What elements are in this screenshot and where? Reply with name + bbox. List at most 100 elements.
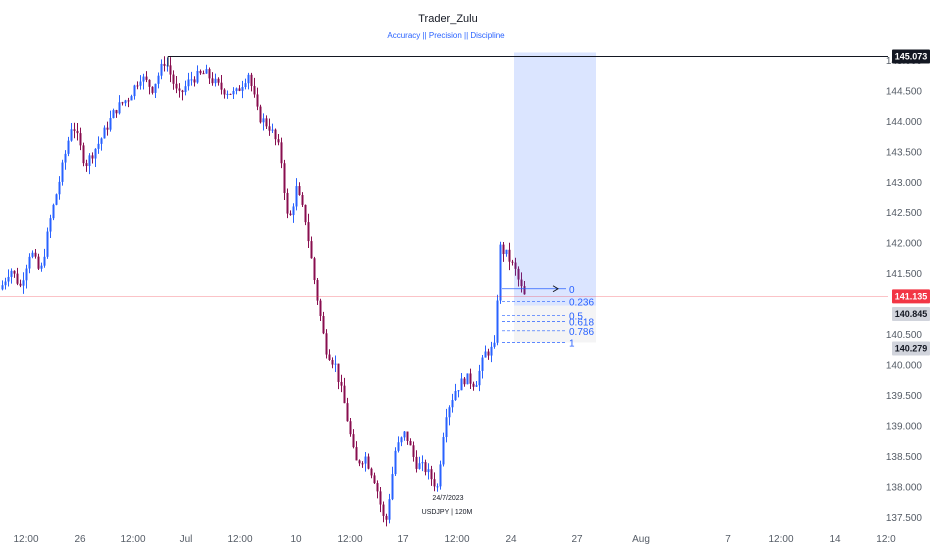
candle-body xyxy=(394,450,397,475)
price-axis[interactable]: 145.000144.500144.000143.500143.000142.5… xyxy=(886,49,930,524)
candle-body xyxy=(118,102,121,114)
candle-body xyxy=(196,70,199,83)
candle-body xyxy=(505,249,508,255)
candle-body xyxy=(385,515,388,520)
y-tick-label: 142.000 xyxy=(886,239,923,250)
candle-body xyxy=(25,268,28,281)
candle-body xyxy=(298,186,301,196)
candle-body xyxy=(331,359,334,365)
candle-body xyxy=(490,346,493,356)
candle-body xyxy=(520,279,523,287)
price-tag[interactable] xyxy=(892,307,930,322)
candle-body xyxy=(250,74,253,86)
candle-body xyxy=(313,258,316,281)
candle-body xyxy=(466,373,469,385)
candle-body xyxy=(304,204,307,223)
candle-body xyxy=(352,434,355,448)
candle-body xyxy=(430,469,433,480)
candle-body xyxy=(421,462,424,464)
fib-level-label: 0.236 xyxy=(569,298,594,309)
candle-body xyxy=(442,437,445,465)
candle-body xyxy=(58,181,61,195)
candle-body xyxy=(229,93,232,95)
x-tick-label: 27 xyxy=(571,534,583,545)
candle-body xyxy=(142,76,145,82)
x-tick-label: Jul xyxy=(180,534,193,545)
candle-body xyxy=(295,186,298,207)
candle-body xyxy=(388,499,391,520)
candle-body xyxy=(94,148,97,159)
candle-body xyxy=(172,74,175,84)
candle-body xyxy=(514,262,517,269)
candle-body xyxy=(181,90,184,93)
y-tick-label: 137.500 xyxy=(886,513,923,524)
candle-body xyxy=(79,133,82,146)
candle-body xyxy=(475,385,478,387)
candle-body xyxy=(232,90,235,95)
candle-body xyxy=(49,218,52,232)
candle-body xyxy=(70,129,73,141)
candle-body xyxy=(379,491,382,505)
candle-body xyxy=(382,504,385,516)
candle-body xyxy=(199,70,202,74)
candle-body xyxy=(502,244,505,255)
candle-body xyxy=(277,139,280,143)
x-tick-label: Aug xyxy=(632,534,650,545)
candle-body xyxy=(340,381,343,386)
candle-body xyxy=(391,474,394,500)
candle-body xyxy=(289,213,292,216)
x-tick-label: 12:00 xyxy=(13,534,38,545)
y-tick-label: 139.000 xyxy=(886,421,923,432)
candle-body xyxy=(418,463,421,469)
candle-body xyxy=(34,252,37,257)
candle-body xyxy=(448,407,451,418)
stop-zone-box xyxy=(514,305,596,343)
candle-body xyxy=(400,437,403,443)
candle-body xyxy=(91,155,94,159)
candle-body xyxy=(262,118,265,123)
price-tag[interactable] xyxy=(892,289,930,304)
candle-body xyxy=(28,256,31,269)
candle-body xyxy=(244,83,247,88)
candle-body xyxy=(484,351,487,358)
x-tick-label: 10 xyxy=(290,534,302,545)
price-tag[interactable] xyxy=(892,49,930,64)
candle-body xyxy=(427,469,430,473)
candle-body xyxy=(325,333,328,355)
candle-body xyxy=(460,378,463,391)
candle-body xyxy=(247,74,250,84)
candle-body xyxy=(343,385,346,404)
target-zone-box xyxy=(514,52,596,306)
candle-body xyxy=(292,206,295,216)
x-tick-label: 12:00 xyxy=(120,534,145,545)
chart-subtitle: Accuracy || Precision || Discipline xyxy=(387,31,505,40)
candle-body xyxy=(463,378,466,385)
y-tick-label: 139.500 xyxy=(886,391,923,402)
candle-body xyxy=(283,163,286,193)
candle-body xyxy=(256,94,259,107)
price-tag[interactable] xyxy=(892,341,930,356)
y-tick-label: 140.000 xyxy=(886,361,923,372)
candle-body xyxy=(319,300,322,317)
candle-body xyxy=(517,268,520,280)
candle-body xyxy=(97,143,100,149)
candle-body xyxy=(235,88,238,91)
candle-body xyxy=(457,390,460,392)
time-axis[interactable]: 12:00 26 12:00 Jul 12:00 10 12:00 17 12:00 24 27 Au… xyxy=(13,534,896,545)
candle-body xyxy=(169,65,172,75)
candle-body xyxy=(61,162,64,182)
candle-body xyxy=(436,486,439,488)
candle-body xyxy=(268,126,271,131)
candle-body xyxy=(139,81,142,86)
y-tick-label: 138.500 xyxy=(886,452,923,463)
candle-body xyxy=(16,273,19,284)
y-tick-label: 144.000 xyxy=(886,117,923,128)
candle-body xyxy=(37,256,40,269)
fib-level-label: 0.618 xyxy=(569,318,594,329)
candle-body xyxy=(130,96,133,101)
candle-body xyxy=(55,194,58,205)
candle-body xyxy=(403,431,406,438)
candle-body xyxy=(121,102,124,104)
